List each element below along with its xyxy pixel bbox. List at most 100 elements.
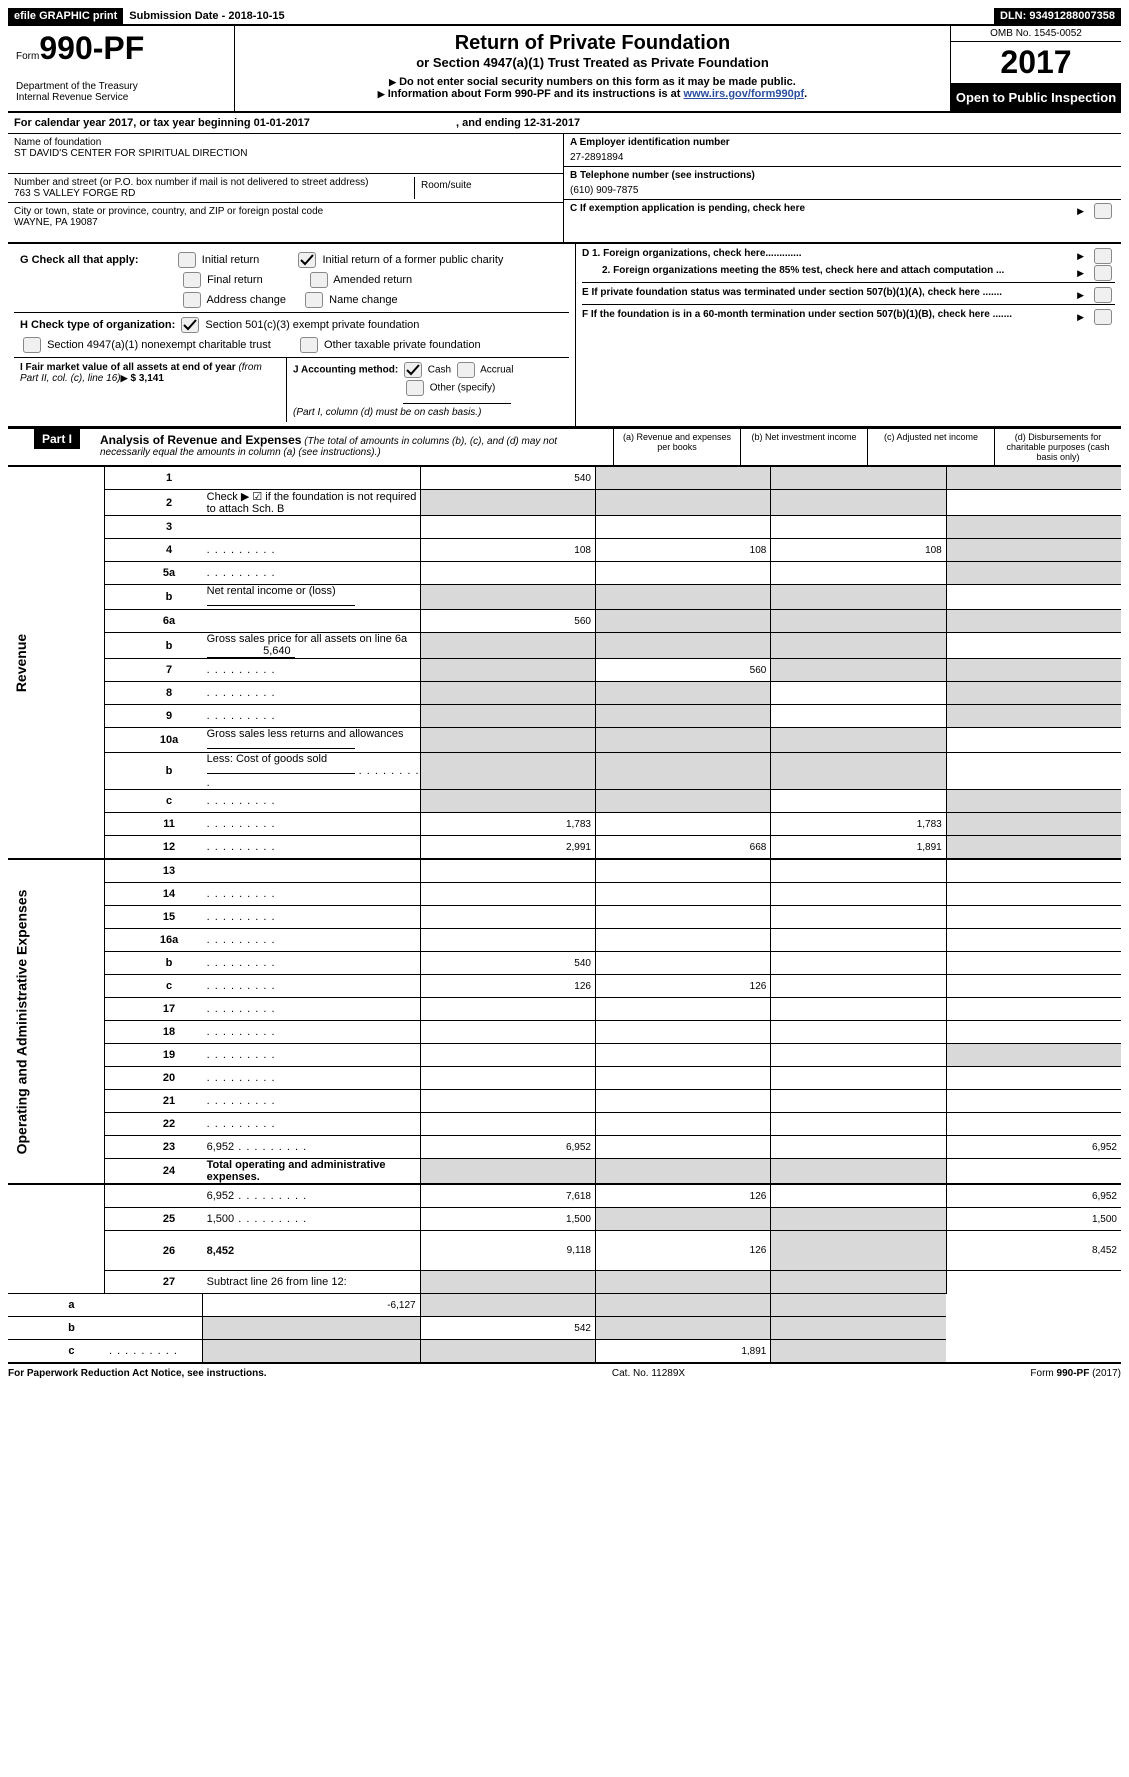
checkbox-initial-return[interactable] (178, 252, 196, 268)
cell-col-c (771, 1184, 946, 1208)
col-a-header: (a) Revenue and expenses per books (613, 429, 740, 465)
cell-col-a: 9,118 (420, 1231, 595, 1271)
cell-col-a (420, 1113, 595, 1136)
cell-col-c (771, 659, 946, 682)
line-number: 11 (105, 813, 203, 836)
line-number: 13 (105, 859, 203, 883)
line-description (203, 539, 420, 562)
cell-col-c (771, 790, 946, 813)
checkbox-501c3[interactable] (181, 317, 199, 333)
line-description (203, 659, 420, 682)
cell-col-a (420, 705, 595, 728)
table-row: 268,4529,1181268,452 (8, 1231, 1121, 1271)
cell-col-c (771, 1113, 946, 1136)
checkbox-c[interactable] (1094, 203, 1112, 219)
cell-col-a (420, 728, 595, 753)
checkbox-f[interactable] (1094, 309, 1112, 325)
form-title: Return of Private Foundation (241, 32, 944, 55)
cell-col-a (420, 1271, 595, 1294)
checkbox-amended-return[interactable] (310, 272, 328, 288)
checkbox-name-change[interactable] (305, 292, 323, 308)
ein-cell: A Employer identification number 27-2891… (564, 134, 1121, 167)
cell-col-a (420, 753, 595, 790)
line-number: 6a (105, 610, 203, 633)
line-description (203, 790, 420, 813)
note-instructions: Information about Form 990-PF and its in… (241, 88, 944, 100)
line-i-j: I Fair market value of all assets at end… (14, 357, 569, 422)
line-description (203, 1021, 420, 1044)
checkbox-other-taxable[interactable] (300, 337, 318, 353)
table-row: Revenue1540 (8, 467, 1121, 490)
cell-col-b: 560 (595, 659, 770, 682)
cell-col-a (420, 562, 595, 585)
table-row: 122,9916681,891 (8, 836, 1121, 860)
city-state-zip: WAYNE, PA 19087 (14, 217, 557, 228)
line-d2: 2. Foreign organizations meeting the 85%… (582, 265, 1115, 276)
cell-col-b (595, 929, 770, 952)
cell-col-b (595, 705, 770, 728)
checkbox-cash[interactable] (404, 362, 422, 378)
table-row: 27Subtract line 26 from line 12: (8, 1271, 1121, 1294)
line-description: 1,500 (203, 1208, 420, 1231)
cell-col-c (771, 610, 946, 633)
line-number: 14 (105, 883, 203, 906)
cell-col-c (771, 1231, 946, 1271)
line-d1: D 1. Foreign organizations, check here..… (582, 248, 1115, 259)
cell-col-d (946, 705, 1121, 728)
checkbox-accrual[interactable] (457, 362, 475, 378)
line-number: 2 (105, 490, 203, 516)
line-description (203, 929, 420, 952)
line-description (203, 975, 420, 998)
fmv-value: $ 3,141 (131, 373, 164, 384)
cell-col-c (771, 490, 946, 516)
cell-col-a (420, 682, 595, 705)
cell-col-d (946, 883, 1121, 906)
line-description (203, 836, 420, 860)
cell-col-c (771, 585, 946, 610)
note-ssn: Do not enter social security numbers on … (241, 76, 944, 88)
open-to-public: Open to Public Inspection (951, 84, 1121, 111)
cell-col-a (420, 585, 595, 610)
cell-col-a (420, 790, 595, 813)
cell-col-c (771, 906, 946, 929)
irs-link[interactable]: www.irs.gov/form990pf (684, 88, 805, 100)
checkbox-4947a1[interactable] (23, 337, 41, 353)
cell-col-b (595, 1044, 770, 1067)
table-row: 24Total operating and administrative exp… (8, 1159, 1121, 1185)
line-number: 24 (105, 1159, 203, 1185)
cell-col-c (771, 728, 946, 753)
line-number: b (105, 585, 203, 610)
checkbox-final-return[interactable] (183, 272, 201, 288)
cell-col-b (420, 1294, 595, 1317)
dept-treasury: Department of the Treasury (16, 81, 226, 92)
cell-col-a (420, 1044, 595, 1067)
table-row: 4108108108 (8, 539, 1121, 562)
table-row: 3 (8, 516, 1121, 539)
table-row: 5a (8, 562, 1121, 585)
expenses-side-label: Operating and Administrative Expenses (8, 859, 105, 1184)
checkbox-address-change[interactable] (183, 292, 201, 308)
table-row: bNet rental income or (loss) (8, 585, 1121, 610)
cell-col-b (595, 998, 770, 1021)
checkbox-other-method[interactable] (406, 380, 424, 396)
checkbox-e[interactable] (1094, 287, 1112, 303)
checkbox-d1[interactable] (1094, 248, 1112, 264)
cell-col-b: 126 (595, 1184, 770, 1208)
form-subtitle: or Section 4947(a)(1) Trust Treated as P… (241, 55, 944, 70)
cell-col-b (595, 952, 770, 975)
cell-col-d (946, 753, 1121, 790)
cell-col-d: 6,952 (946, 1184, 1121, 1208)
line-description (203, 906, 420, 929)
col-b-header: (b) Net investment income (740, 429, 867, 465)
street-address: 763 S VALLEY FORGE RD (14, 188, 414, 199)
checkbox-d2[interactable] (1094, 265, 1112, 281)
line-description: Total operating and administrative expen… (203, 1159, 420, 1185)
line-number: 3 (105, 516, 203, 539)
checkbox-initial-former-charity[interactable] (298, 252, 316, 268)
cell-col-a (420, 633, 595, 659)
header-left: Form990-PF Department of the Treasury In… (8, 26, 235, 111)
cell-col-a (420, 906, 595, 929)
cell-col-d: 1,500 (946, 1208, 1121, 1231)
phone-cell: B Telephone number (see instructions) (6… (564, 167, 1121, 200)
line-description (203, 1113, 420, 1136)
